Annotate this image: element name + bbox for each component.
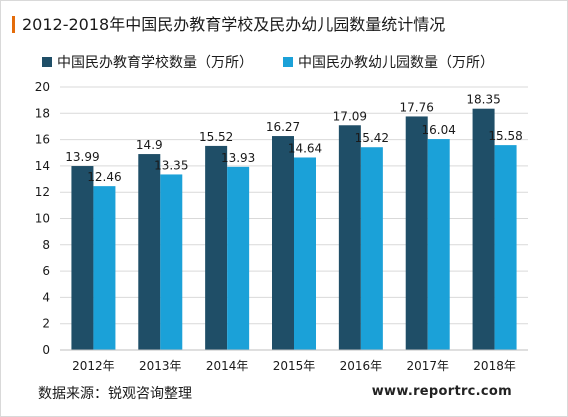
data-label: 16.04 — [422, 123, 456, 137]
bar-kindergartens — [360, 147, 383, 350]
data-label: 14.9 — [136, 138, 163, 152]
bar-schools — [71, 166, 94, 350]
legend-swatch-kindergartens — [283, 57, 293, 67]
x-tick-label: 2015年 — [273, 359, 316, 373]
bar-kindergartens — [494, 145, 517, 350]
y-tick-label: 20 — [35, 80, 50, 94]
bar-kindergartens — [227, 166, 250, 350]
x-tick-label: 2016年 — [340, 359, 383, 373]
x-tick-label: 2013年 — [139, 359, 182, 373]
title-accent-bar — [12, 16, 15, 33]
y-tick-label: 12 — [35, 185, 50, 199]
data-label: 13.93 — [221, 151, 255, 165]
data-label: 17.76 — [400, 100, 434, 114]
bar-schools — [405, 116, 428, 351]
bar-schools — [338, 125, 361, 350]
x-tick-label: 2012年 — [72, 359, 115, 373]
source-note: 数据来源：锐观咨询整理 — [38, 386, 192, 402]
chart-title: 2012-2018年中国民办教育学校及民办幼儿园数量统计情况 — [22, 15, 446, 34]
bar-kindergartens — [294, 157, 316, 350]
bar-schools — [138, 154, 161, 350]
bar-kindergartens — [160, 174, 183, 350]
legend-swatch-schools — [42, 57, 52, 67]
data-label: 16.27 — [266, 120, 300, 134]
y-tick-label: 10 — [35, 212, 50, 226]
bar-kindergartens — [93, 186, 116, 350]
website-url: www.reportrc.com — [371, 384, 512, 399]
y-tick-label: 2 — [42, 317, 50, 331]
data-label: 12.46 — [87, 170, 121, 184]
y-tick-label: 18 — [35, 106, 50, 120]
y-tick-label: 6 — [42, 264, 50, 278]
data-label: 14.64 — [288, 141, 322, 155]
data-label: 13.99 — [65, 150, 99, 164]
y-tick-label: 16 — [35, 133, 50, 147]
legend-label-kindergartens: 中国民办教幼儿园数量（万所） — [298, 55, 494, 71]
bar-kindergartens — [427, 139, 450, 350]
bar-schools — [472, 108, 495, 350]
bar-schools — [272, 136, 294, 350]
data-label: 18.35 — [466, 93, 500, 107]
data-label: 15.58 — [488, 129, 522, 143]
x-tick-label: 2017年 — [406, 359, 449, 373]
y-tick-label: 8 — [42, 238, 50, 252]
data-label: 15.52 — [199, 130, 233, 144]
y-tick-label: 14 — [35, 159, 50, 173]
x-tick-label: 2018年 — [473, 359, 516, 373]
legend-item-schools: 中国民办教育学校数量（万所） — [42, 52, 253, 72]
y-tick-label: 0 — [42, 343, 50, 357]
bar-schools — [205, 145, 228, 350]
legend: 中国民办教育学校数量（万所） 中国民办教幼儿园数量（万所） — [0, 52, 568, 72]
legend-label-schools: 中国民办教育学校数量（万所） — [57, 55, 253, 71]
y-tick-label: 4 — [42, 290, 50, 304]
legend-item-kindergartens: 中国民办教幼儿园数量（万所） — [283, 52, 494, 72]
data-label: 15.42 — [355, 131, 389, 145]
data-label: 17.09 — [333, 109, 367, 123]
x-tick-label: 2014年 — [206, 359, 249, 373]
data-label: 13.35 — [154, 158, 188, 172]
